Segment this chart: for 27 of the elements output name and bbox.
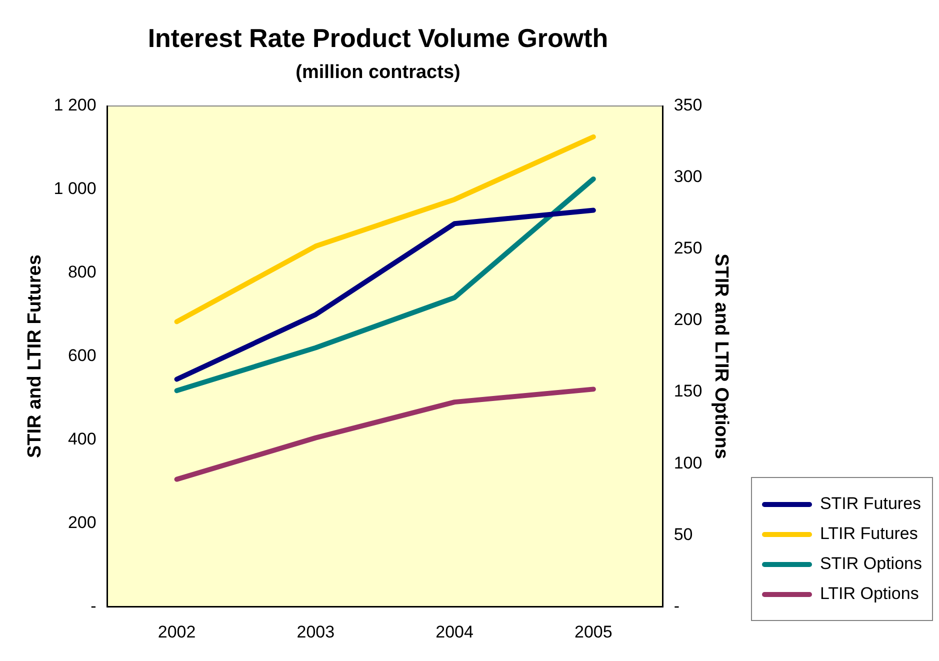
y2-tick-label: 300 — [674, 167, 702, 186]
y2-tick-label: - — [674, 596, 680, 616]
y-tick-label: 200 — [68, 512, 96, 532]
y2-tick-label: 50 — [674, 524, 693, 544]
legend-label: LTIR Futures — [820, 524, 918, 544]
y2-tick-label: 250 — [674, 238, 702, 258]
legend-label: STIR Options — [820, 554, 922, 574]
y-tick-label: 1 000 — [54, 179, 96, 198]
chart-subtitle: (million contracts) — [296, 62, 460, 83]
y-axis-title: STIR and LTIR Futures — [24, 254, 46, 458]
legend-label: STIR Futures — [820, 494, 922, 514]
y2-axis-title: STIR and LTIR Options — [710, 254, 732, 460]
y2-tick-label: 100 — [674, 453, 702, 472]
chart-title: Interest Rate Product Volume Growth — [148, 22, 608, 53]
x-tick-label: 2003 — [296, 622, 335, 642]
x-tick-label: 2004 — [436, 622, 474, 642]
y-tick-label: 600 — [68, 346, 96, 365]
y-tick-label: 1 200 — [54, 96, 96, 115]
legend-label: LTIR Options — [820, 584, 919, 604]
x-tick-label: 2005 — [574, 622, 612, 642]
y-tick-label: 400 — [68, 429, 96, 448]
y-tick-label: 800 — [68, 262, 96, 282]
y2-tick-label: 200 — [674, 310, 702, 330]
y-tick-label: - — [90, 596, 96, 616]
y2-tick-label: 150 — [674, 382, 702, 401]
x-tick-label: 2002 — [158, 622, 196, 642]
y2-tick-label: 350 — [674, 96, 702, 115]
